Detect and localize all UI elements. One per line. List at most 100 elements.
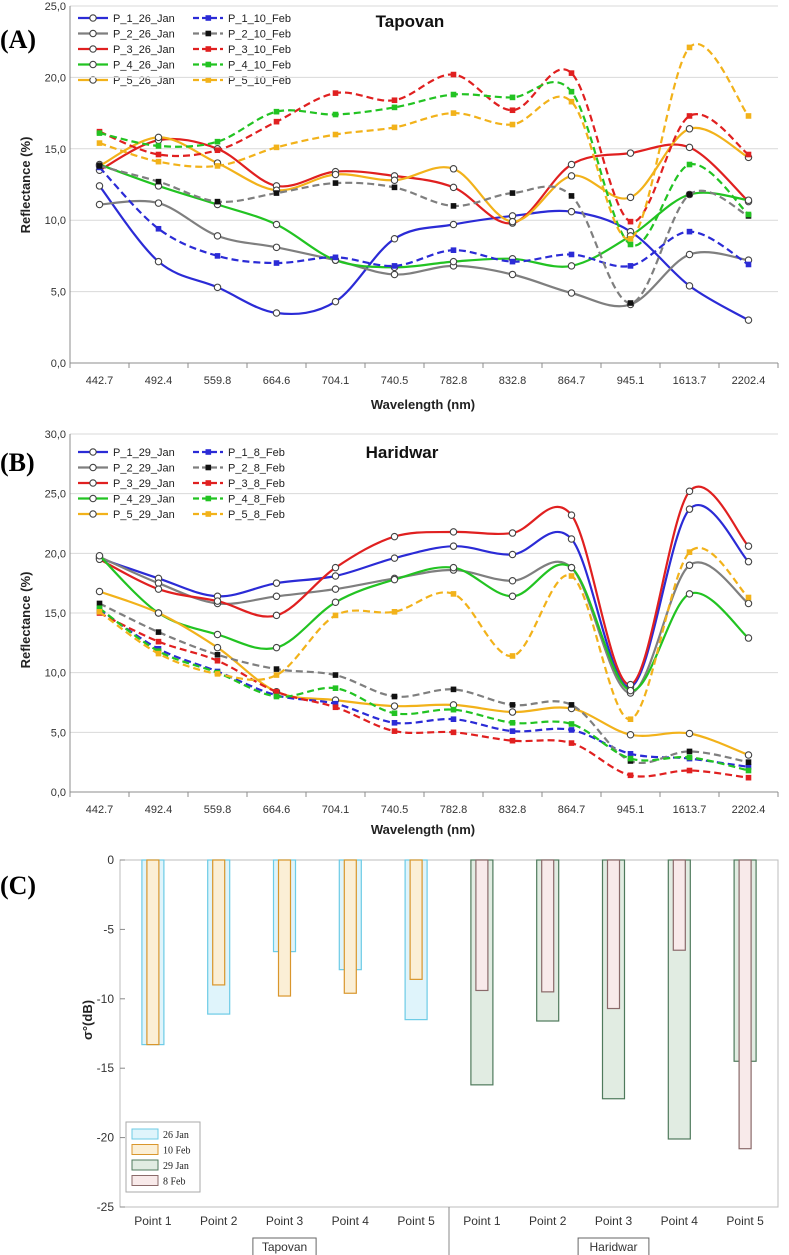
b-point [332, 612, 339, 619]
b-ytick-label: 0,0 [51, 787, 66, 799]
b-point [568, 740, 575, 746]
a-point [744, 196, 753, 204]
a-xtick-label: 864.7 [558, 375, 586, 387]
b-point [332, 704, 339, 711]
a-point [96, 140, 103, 146]
b-point [450, 729, 457, 736]
b-point [155, 638, 162, 645]
b-series-line-p_3_29_jan [98, 485, 750, 686]
b-point [686, 748, 693, 755]
b-point [686, 754, 693, 761]
b-point [627, 751, 634, 757]
legend-label: P_5_26_Jan [113, 75, 175, 87]
b-series-line-p_4_29_jan [98, 554, 750, 692]
a-point [391, 124, 398, 131]
a-point [567, 289, 576, 297]
a-point [686, 228, 693, 235]
b-point [685, 505, 694, 513]
a-series-line-p_2_26_jan [99, 199, 749, 308]
a-xtick-label: 442.7 [86, 375, 114, 387]
c-bar-8-feb [606, 859, 621, 1010]
a-point [744, 316, 753, 324]
a-point [685, 282, 694, 290]
b-point [567, 511, 576, 519]
legend-label: P_4_26_Jan [113, 60, 175, 72]
b-point [745, 594, 752, 601]
a-point [568, 193, 575, 199]
panel-a-title: Tapovan [376, 12, 445, 31]
a-point [685, 125, 694, 133]
b-point [450, 686, 457, 693]
a-point [685, 250, 694, 259]
c-group-box [577, 1237, 650, 1255]
b-point [567, 563, 576, 572]
a-point [568, 251, 575, 258]
a-point [627, 300, 634, 306]
c-bar-10-feb [277, 859, 292, 997]
b-point [272, 611, 281, 620]
b-point [685, 487, 694, 496]
b-ytick-label: 10,0 [45, 668, 66, 680]
b-point [745, 767, 752, 774]
a-point [509, 190, 516, 196]
legend-marker [205, 449, 212, 455]
b-point [509, 702, 516, 708]
a-point [449, 220, 458, 229]
b-point [214, 657, 221, 664]
a-point [332, 90, 339, 96]
b-point [272, 579, 281, 587]
legend-label: P_2_26_Jan [113, 29, 175, 41]
b-point [390, 702, 399, 710]
panel-a-ylabel: Reflectance (%) [18, 137, 33, 234]
a-ytick-label: 15,0 [45, 144, 66, 156]
b-xtick-label: 664.6 [263, 804, 291, 816]
b-point [508, 577, 517, 585]
b-point [273, 693, 280, 700]
c-legend-label: 8 Feb [163, 1177, 186, 1188]
b-point [686, 549, 693, 555]
b-xtick-label: 559.8 [204, 804, 232, 816]
legend-label: P_3_29_Jan [113, 478, 175, 490]
b-point [745, 759, 752, 765]
a-series-line-p_3_10_feb [99, 68, 750, 223]
a-point [450, 110, 457, 116]
a-xtick-label: 740.5 [381, 375, 409, 387]
b-point [332, 672, 339, 678]
panel-c-ylabel: σ°(dB) [80, 1000, 95, 1040]
c-xtick-label: Point 3 [595, 1214, 633, 1228]
legend-label: P_1_26_Jan [113, 13, 175, 25]
b-series-line-p_2_8_feb [99, 602, 749, 764]
a-point [213, 232, 222, 240]
b-ytick-label: 5,0 [51, 727, 66, 739]
a-point [568, 70, 575, 76]
a-point [627, 218, 634, 225]
b-point [508, 592, 517, 601]
b-point [450, 716, 457, 723]
legend-label: P_1_10_Feb [228, 13, 291, 25]
c-bar-8-feb [541, 859, 555, 993]
a-point [627, 235, 634, 242]
c-xtick-label: Point 2 [200, 1214, 238, 1228]
a-ytick-label: 20,0 [45, 72, 66, 84]
a-ytick-label: 10,0 [45, 215, 66, 227]
b-xtick-label: 740.5 [381, 804, 409, 816]
a-point [154, 257, 163, 266]
c-xtick-label: Point 1 [134, 1214, 172, 1228]
a-point [450, 247, 457, 253]
a-point [272, 220, 281, 229]
a-point [449, 257, 458, 266]
b-point [95, 587, 104, 596]
b-point [450, 591, 457, 597]
b-point [332, 685, 339, 691]
b-point [744, 557, 753, 566]
a-point [745, 113, 752, 119]
panel-a-label: (A) [0, 25, 36, 54]
b-point [568, 721, 575, 727]
a-point [627, 263, 634, 269]
b-point [509, 653, 516, 659]
a-point [390, 176, 399, 184]
a-point [95, 200, 104, 209]
a-point [155, 158, 162, 165]
panel-c-label: (C) [0, 871, 36, 900]
